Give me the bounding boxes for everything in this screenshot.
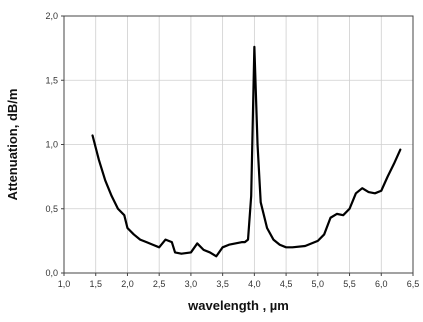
x-tick-label: 1,0: [58, 279, 71, 289]
axis-ticks: 1,0 1,5 2,0 2,5 3,0 3,5 4,0 4,5 5,0 5,5 6,0 6,5 0,0 0…: [45, 11, 419, 289]
x-axis-title: wavelength , µm: [187, 298, 289, 313]
x-tick-label: 3,5: [216, 279, 229, 289]
attenuation-series-line: [91, 45, 402, 258]
x-tick-label: 5,0: [312, 279, 325, 289]
y-tick-label: 1,5: [45, 75, 58, 85]
x-tick-label: 2,5: [153, 279, 166, 289]
x-tick-label: 4,5: [280, 279, 293, 289]
y-axis-title: Attenuation, dB/m: [5, 89, 20, 201]
x-tick-label: 3,0: [185, 279, 198, 289]
series-layer: [91, 45, 402, 258]
y-tick-label: 1,0: [45, 140, 58, 150]
y-tick-label: 0,0: [45, 268, 58, 278]
y-tick-label: 0,5: [45, 204, 58, 214]
x-tick-label: 4,0: [248, 279, 261, 289]
x-tick-label: 5,5: [343, 279, 356, 289]
y-tick-label: 2,0: [45, 11, 58, 21]
x-tick-label: 1,5: [89, 279, 102, 289]
x-tick-label: 6,0: [375, 279, 388, 289]
x-tick-label: 6,5: [407, 279, 420, 289]
x-tick-label: 2,0: [121, 279, 134, 289]
grid: [63, 15, 414, 274]
